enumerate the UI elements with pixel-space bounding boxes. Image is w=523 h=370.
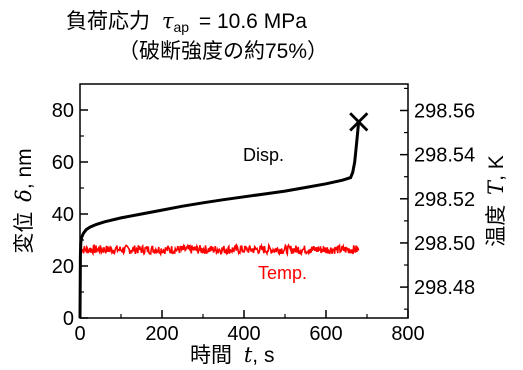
series-label-temperature: Temp. (258, 263, 307, 283)
x-tick-label: 400 (227, 323, 260, 345)
x-tick-label: 600 (309, 323, 342, 345)
y-right-axis-label: 温度 T, K (484, 155, 508, 247)
y-right-tick-label: 298.56 (414, 100, 475, 122)
y-left-tick-label: 60 (52, 152, 74, 174)
y-right-tick-label: 298.50 (414, 233, 475, 255)
y-right-axis-ticks: 298.48 298.50 298.52 298.54 298.56 (400, 87, 475, 310)
chart-title-line1: 負荷応力 τap = 10.6 MPa (66, 9, 307, 37)
fracture-marker: × (345, 101, 374, 141)
y-right-tick-label: 298.52 (414, 189, 475, 211)
x-axis-ticks: 0 200 400 600 800 (74, 310, 425, 345)
x-tick-label: 0 (74, 323, 85, 345)
y-left-axis-ticks: 0 20 40 60 80 (52, 100, 88, 330)
temperature-series-line (79, 242, 360, 258)
y-left-axis-label: 変位 δ, nm (12, 148, 36, 253)
y-right-tick-label: 298.54 (414, 145, 475, 167)
x-axis-label: 時間 t, s (190, 343, 274, 367)
chart-title-line2: （破断強度の約75%） (118, 40, 328, 63)
y-left-tick-label: 80 (52, 100, 74, 122)
x-tick-label: 800 (391, 323, 424, 345)
y-left-tick-label: 20 (52, 256, 74, 278)
y-right-tick-label: 298.48 (414, 277, 475, 299)
series-label-displacement: Disp. (243, 145, 284, 165)
x-tick-label: 200 (145, 323, 178, 345)
y-left-tick-label: 40 (52, 204, 74, 226)
y-left-tick-label: 0 (63, 308, 74, 330)
displacement-series-line (78, 120, 361, 319)
